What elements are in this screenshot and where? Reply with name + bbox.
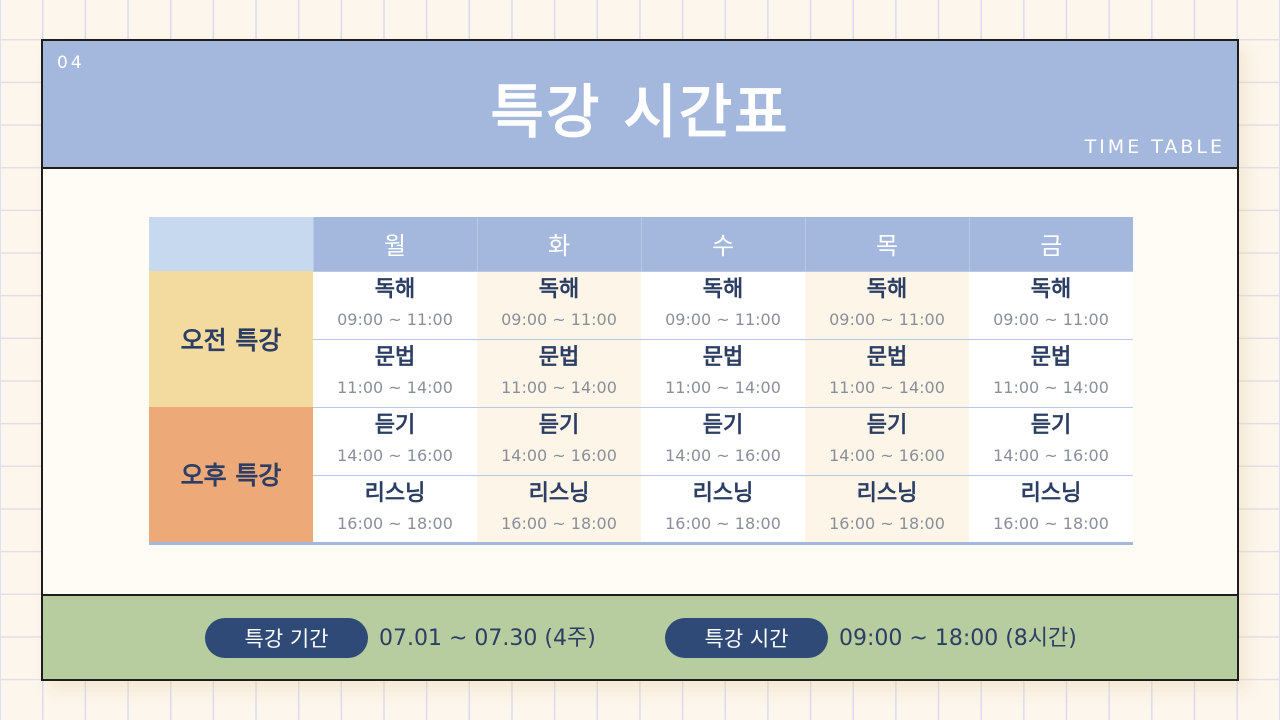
class-cell: 듣기 14:00 ~ 16:00 [313, 406, 477, 475]
time-range: 11:00 ~ 14:00 [501, 378, 617, 397]
subject: 듣기 [374, 413, 416, 438]
subject: 리스닝 [528, 480, 590, 506]
class-cell: 문법 11:00 ~ 14:00 [641, 338, 805, 407]
slide-number: 04 [57, 53, 85, 73]
subject: 듣기 [866, 413, 908, 438]
time-range: 11:00 ~ 14:00 [337, 378, 453, 397]
page-subtitle: TIME TABLE [1084, 136, 1225, 158]
period-badge: 특강 기간 [205, 618, 368, 658]
time-range: 14:00 ~ 16:00 [993, 446, 1109, 465]
session-label: 오전 특강 [149, 271, 313, 407]
day-header: 월 [312, 217, 477, 271]
time-range: 16:00 ~ 18:00 [501, 513, 617, 533]
time-range: 11:00 ~ 14:00 [829, 378, 945, 397]
subject: 리스닝 [856, 480, 918, 506]
subject: 독해 [538, 277, 580, 302]
class-cell: 듣기 14:00 ~ 16:00 [477, 406, 641, 475]
time-range: 09:00 ~ 11:00 [829, 310, 945, 329]
time-range: 14:00 ~ 16:00 [337, 446, 453, 465]
table-row: 오후 특강 듣기 14:00 ~ 16:00 듣기 14:00 ~ 16:00 듣기 14:… [149, 406, 1133, 543]
class-cell: 듣기 14:00 ~ 16:00 [641, 406, 805, 475]
subject: 리스닝 [692, 480, 754, 506]
class-cell: 듣기 14:00 ~ 16:00 [969, 406, 1133, 475]
subject: 듣기 [538, 413, 580, 438]
subject: 독해 [702, 277, 744, 302]
subject: 독해 [374, 277, 416, 302]
class-cell: 독해 09:00 ~ 11:00 [641, 270, 805, 339]
subject: 문법 [1030, 345, 1072, 370]
class-cell: 문법 11:00 ~ 14:00 [477, 338, 641, 407]
class-cell: 리스닝 16:00 ~ 18:00 [313, 474, 477, 543]
subject: 듣기 [702, 413, 744, 438]
time-value: 09:00 ~ 18:00 (8시간) [839, 626, 1077, 651]
class-cell: 리스닝 16:00 ~ 18:00 [641, 474, 805, 543]
table-row: 오전 특강 독해 09:00 ~ 11:00 독해 09:00 ~ 11:00 독해 09:… [149, 270, 1133, 407]
class-cell: 문법 11:00 ~ 14:00 [313, 338, 477, 407]
class-cell: 독해 09:00 ~ 11:00 [477, 270, 641, 339]
class-cell: 문법 11:00 ~ 14:00 [969, 338, 1133, 407]
header-band: 04 특강 시간표 TIME TABLE [43, 41, 1237, 169]
time-range: 16:00 ~ 18:00 [337, 513, 453, 533]
page-title: 특강 시간표 [490, 78, 790, 146]
time-range: 09:00 ~ 11:00 [337, 310, 453, 329]
class-cell: 리스닝 16:00 ~ 18:00 [805, 474, 969, 543]
time-range: 09:00 ~ 11:00 [993, 310, 1109, 329]
subject: 독해 [866, 277, 908, 302]
subject: 문법 [866, 345, 908, 370]
subject: 리스닝 [364, 480, 426, 506]
table-row: 문법 11:00 ~ 14:00 문법 11:00 ~ 14:00 문법 11:00 ~ … [149, 338, 1133, 407]
period-value: 07.01 ~ 07.30 (4주) [379, 626, 596, 651]
class-cell: 듣기 14:00 ~ 16:00 [805, 406, 969, 475]
subject: 문법 [538, 345, 580, 370]
day-header: 화 [476, 217, 641, 271]
day-header: 수 [640, 217, 805, 271]
time-range: 14:00 ~ 16:00 [829, 446, 945, 465]
time-range: 16:00 ~ 18:00 [665, 513, 781, 533]
time-range: 09:00 ~ 11:00 [665, 310, 781, 329]
class-cell: 독해 09:00 ~ 11:00 [805, 270, 969, 339]
class-cell: 리스닝 16:00 ~ 18:00 [969, 474, 1133, 543]
time-badge: 특강 시간 [665, 618, 828, 658]
time-range: 09:00 ~ 11:00 [501, 310, 617, 329]
session-label: 오후 특강 [149, 407, 313, 543]
time-range: 11:00 ~ 14:00 [993, 378, 1109, 397]
time-range: 14:00 ~ 16:00 [665, 446, 781, 465]
day-header: 금 [968, 217, 1133, 271]
class-cell: 독해 09:00 ~ 11:00 [969, 270, 1133, 339]
subject: 독해 [1030, 277, 1072, 302]
time-range: 14:00 ~ 16:00 [501, 446, 617, 465]
subject: 문법 [702, 345, 744, 370]
table-row: 리스닝 16:00 ~ 18:00 리스닝 16:00 ~ 18:00 리스닝 16:00… [149, 474, 1133, 543]
corner-cell [149, 217, 313, 271]
day-header: 목 [804, 217, 969, 271]
class-cell: 리스닝 16:00 ~ 18:00 [477, 474, 641, 543]
subject: 듣기 [1030, 413, 1072, 438]
class-cell: 문법 11:00 ~ 14:00 [805, 338, 969, 407]
footer-band: 특강 기간 07.01 ~ 07.30 (4주) 특강 시간 09:00 ~ 1… [43, 594, 1237, 679]
subject: 문법 [374, 345, 416, 370]
subject: 리스닝 [1020, 480, 1082, 506]
time-range: 16:00 ~ 18:00 [993, 513, 1109, 533]
time-range: 16:00 ~ 18:00 [829, 513, 945, 533]
time-range: 11:00 ~ 14:00 [665, 378, 781, 397]
class-cell: 독해 09:00 ~ 11:00 [313, 270, 477, 339]
